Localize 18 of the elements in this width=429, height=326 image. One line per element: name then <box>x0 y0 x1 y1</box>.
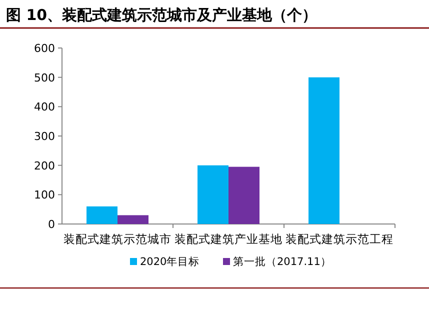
y-tick-label: 300 <box>34 130 55 143</box>
y-tick-label: 200 <box>34 159 55 172</box>
bar <box>86 206 118 224</box>
x-tick-label: 装配式建筑产业基地 <box>174 232 282 246</box>
chart-title: 图 10、装配式建筑示范城市及产业基地（个） <box>6 6 318 24</box>
bar <box>308 77 340 224</box>
bar <box>198 165 228 224</box>
x-tick-label: 装配式建筑示范城市 <box>64 232 172 246</box>
x-tick-label: 装配式建筑示范工程 <box>286 232 394 246</box>
y-tick-label: 500 <box>34 71 55 84</box>
legend-label: 2020年目标 <box>140 256 200 268</box>
y-tick-label: 400 <box>34 100 55 114</box>
bar <box>228 166 260 224</box>
y-tick-label: 0 <box>48 218 55 231</box>
bar <box>118 215 148 224</box>
y-tick-label: 600 <box>34 42 55 55</box>
y-tick-label: 100 <box>34 188 55 202</box>
legend-label: 第一批（2017.11） <box>233 256 332 268</box>
